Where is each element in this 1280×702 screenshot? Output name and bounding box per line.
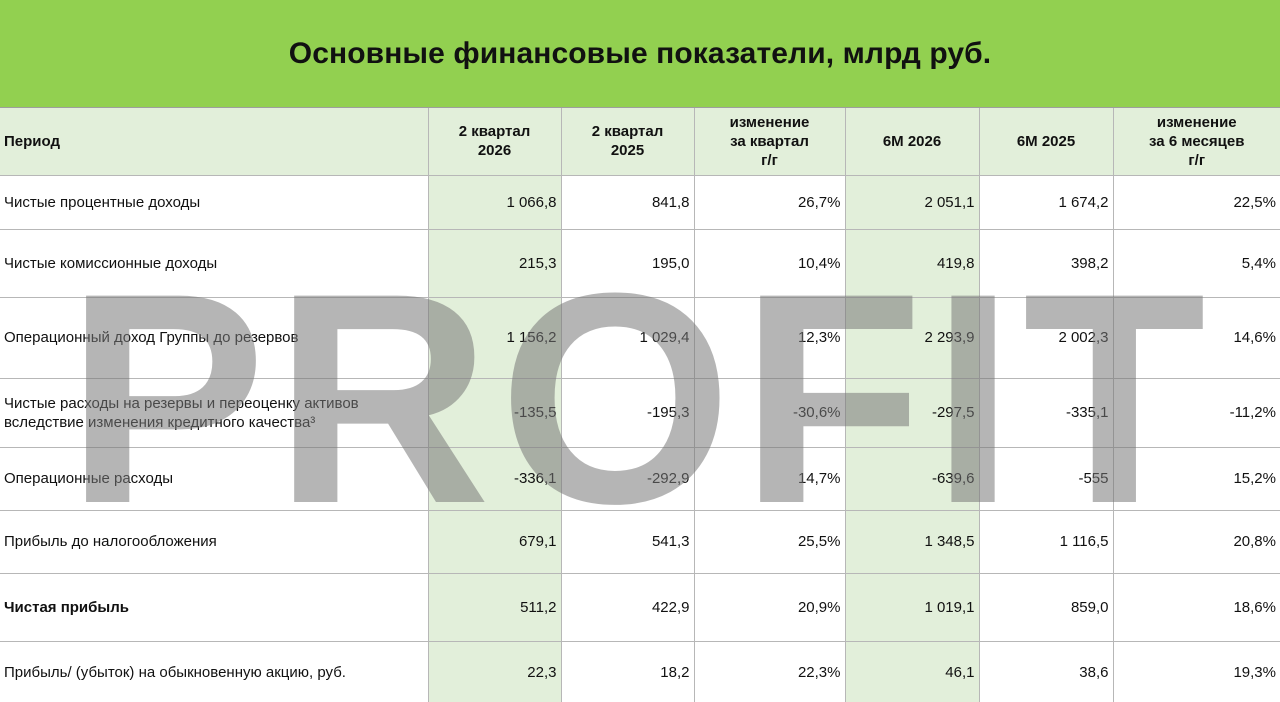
table-cell: 15,2% xyxy=(1113,447,1280,511)
header-change-quarter: изменение за квартал г/г xyxy=(694,108,846,176)
table-cell: -30,6% xyxy=(694,378,846,448)
row-label: Чистая прибыль xyxy=(0,573,429,642)
table-cell: 26,7% xyxy=(694,175,846,230)
table-cell: 195,0 xyxy=(561,229,695,298)
table-cell: -135,5 xyxy=(428,378,562,448)
table-cell: 25,5% xyxy=(694,510,846,574)
table-cell: 5,4% xyxy=(1113,229,1280,298)
table-cell: 22,3 xyxy=(428,641,562,702)
table-cell: 1 116,5 xyxy=(979,510,1114,574)
table-cell: 18,2 xyxy=(561,641,695,702)
table-cell: 10,4% xyxy=(694,229,846,298)
table-cell: -195,3 xyxy=(561,378,695,448)
table-cell: 422,9 xyxy=(561,573,695,642)
table-cell: 419,8 xyxy=(845,229,980,298)
row-label: Прибыль/ (убыток) на обыкновенную акцию,… xyxy=(0,641,429,702)
table-row: Чистые расходы на резервы и переоценку а… xyxy=(0,378,1280,448)
table-cell: 1 066,8 xyxy=(428,175,562,230)
table-cell: 20,8% xyxy=(1113,510,1280,574)
table-cell: 1 348,5 xyxy=(845,510,980,574)
header-q2-2025: 2 квартал 2025 xyxy=(561,108,695,176)
table-cell: 511,2 xyxy=(428,573,562,642)
table-cell: 2 051,1 xyxy=(845,175,980,230)
table-cell: 1 029,4 xyxy=(561,297,695,379)
table-cell: -555 xyxy=(979,447,1114,511)
financial-table: Период 2 квартал 2026 2 квартал 2025 измен… xyxy=(0,108,1280,702)
table-cell: 18,6% xyxy=(1113,573,1280,642)
table-cell: 14,6% xyxy=(1113,297,1280,379)
table-cell: 22,3% xyxy=(694,641,846,702)
row-label: Чистые процентные доходы xyxy=(0,175,429,230)
table-cell: 859,0 xyxy=(979,573,1114,642)
table-cell: 1 019,1 xyxy=(845,573,980,642)
header-6m-2025: 6М 2025 xyxy=(979,108,1114,176)
table-cell: 1 674,2 xyxy=(979,175,1114,230)
table-row: Чистые комиссионные доходы 215,3 195,0 10,4… xyxy=(0,229,1280,298)
row-label: Чистые расходы на резервы и переоценку а… xyxy=(0,378,429,448)
table-row: Операционные расходы -336,1 -292,9 14,7% -63… xyxy=(0,447,1280,511)
header-period: Период xyxy=(0,108,429,176)
table-cell: 14,7% xyxy=(694,447,846,511)
header-change-6m: изменение за 6 месяцев г/г xyxy=(1113,108,1280,176)
table-cell: 2 002,3 xyxy=(979,297,1114,379)
header-q2-2026: 2 квартал 2026 xyxy=(428,108,562,176)
title-bar: Основные финансовые показатели, млрд руб… xyxy=(0,0,1280,108)
table-cell: 1 156,2 xyxy=(428,297,562,379)
table-cell: -335,1 xyxy=(979,378,1114,448)
row-label: Чистые комиссионные доходы xyxy=(0,229,429,298)
table-cell: -292,9 xyxy=(561,447,695,511)
table-cell: 841,8 xyxy=(561,175,695,230)
table-cell: 215,3 xyxy=(428,229,562,298)
table-cell: 20,9% xyxy=(694,573,846,642)
table-cell: 541,3 xyxy=(561,510,695,574)
table-row: Чистые процентные доходы 1 066,8 841,8 26,7… xyxy=(0,175,1280,230)
page-title: Основные финансовые показатели, млрд руб… xyxy=(288,36,992,70)
row-label: Прибыль до налогообложения xyxy=(0,510,429,574)
table-row: Чистая прибыль 511,2 422,9 20,9% 1 019,1 859,… xyxy=(0,573,1280,642)
table-row: Прибыль/ (убыток) на обыкновенную акцию,… xyxy=(0,641,1280,702)
table-row: Операционный доход Группы до резервов 1 1… xyxy=(0,297,1280,379)
row-label: Операционные расходы xyxy=(0,447,429,511)
table-cell: 38,6 xyxy=(979,641,1114,702)
table-cell: 679,1 xyxy=(428,510,562,574)
table-cell: -336,1 xyxy=(428,447,562,511)
table-cell: -297,5 xyxy=(845,378,980,448)
table-cell: 2 293,9 xyxy=(845,297,980,379)
table-cell: -639,6 xyxy=(845,447,980,511)
table-cell: 22,5% xyxy=(1113,175,1280,230)
table-row: Прибыль до налогообложения 679,1 541,3 25,5… xyxy=(0,510,1280,574)
row-label: Операционный доход Группы до резервов xyxy=(0,297,429,379)
table-cell: 12,3% xyxy=(694,297,846,379)
table-cell: 19,3% xyxy=(1113,641,1280,702)
header-6m-2026: 6М 2026 xyxy=(845,108,980,176)
table-cell: 46,1 xyxy=(845,641,980,702)
table-cell: -11,2% xyxy=(1113,378,1280,448)
table-cell: 398,2 xyxy=(979,229,1114,298)
header-row: Период 2 квартал 2026 2 квартал 2025 измен… xyxy=(0,108,1280,176)
